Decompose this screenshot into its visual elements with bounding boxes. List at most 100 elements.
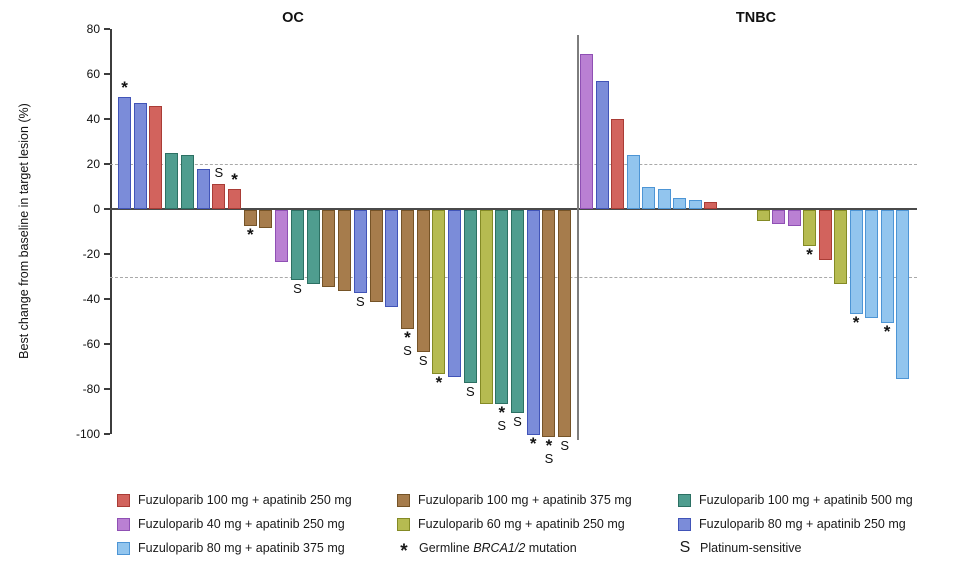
y-axis-tick-label: -100 <box>75 427 100 441</box>
platinum-sensitive-marker: S <box>544 451 554 467</box>
bar <box>673 197 686 209</box>
legend-item: Fuzuloparib 80 mg + apatinib 250 mg <box>678 517 913 531</box>
bar <box>338 210 352 291</box>
bar <box>896 210 909 379</box>
bar <box>542 210 556 438</box>
legend: Fuzuloparib 100 mg + apatinib 250 mg Fuzu… <box>117 488 913 562</box>
legend-item: Fuzuloparib 40 mg + apatinib 250 mg <box>117 517 397 531</box>
bar <box>400 210 414 330</box>
bar <box>688 200 702 209</box>
legend-item: Fuzuloparib 100 mg + apatinib 250 mg <box>117 493 397 507</box>
legend-item: Fuzuloparib 80 mg + apatinib 375 mg <box>117 541 397 555</box>
bar <box>595 80 609 209</box>
y-axis-tick-label: -20 <box>82 247 100 261</box>
y-axis-tick-label: 0 <box>93 202 100 216</box>
brca-mutation-asterisk: * <box>852 312 860 332</box>
bar <box>196 168 210 209</box>
brca-mutation-asterisk: * <box>529 434 537 453</box>
legend-item: Fuzuloparib 60 mg + apatinib 250 mg <box>397 517 678 531</box>
y-axis-tick <box>104 163 110 165</box>
legend-swatch-brown <box>397 493 410 507</box>
bar <box>243 210 257 226</box>
legend-label: Fuzuloparib 100 mg + apatinib 250 mg <box>138 493 352 507</box>
bar <box>657 188 671 209</box>
bar <box>642 186 655 209</box>
brca-mutation-asterisk: * <box>404 328 411 348</box>
bar <box>416 210 430 352</box>
y-axis-tick <box>104 208 110 210</box>
group-title-oc: OC <box>282 10 304 26</box>
bar <box>818 210 832 260</box>
bar <box>803 210 816 246</box>
y-axis-tick-label: 80 <box>86 22 100 36</box>
bar <box>228 188 242 209</box>
platinum-sensitive-symbol: S <box>679 539 691 556</box>
legend-item: Fuzuloparib 100 mg + apatinib 500 mg <box>678 493 913 507</box>
platinum-sensitive-marker: S <box>355 294 365 310</box>
y-axis-tick <box>104 388 110 390</box>
bar <box>353 210 367 294</box>
legend-swatch-teal <box>678 493 691 507</box>
bar <box>787 210 801 226</box>
bar <box>133 103 147 209</box>
platinum-sensitive-marker: S <box>214 165 224 181</box>
bar <box>212 184 226 209</box>
bar <box>611 119 624 209</box>
bar <box>772 210 785 224</box>
platinum-sensitive-marker: S <box>465 384 475 400</box>
legend-swatch-red <box>117 493 130 507</box>
brca-mutation-asterisk: * <box>498 402 506 422</box>
bar <box>259 210 273 228</box>
bar <box>463 210 477 384</box>
y-axis-tick-label: 20 <box>86 157 100 171</box>
bar <box>580 53 593 209</box>
bar <box>526 210 540 435</box>
bar <box>558 210 572 438</box>
platinum-sensitive-marker: S <box>497 417 507 433</box>
bar <box>290 210 304 280</box>
brca-mutation-asterisk: * <box>121 77 128 97</box>
legend-label: Fuzuloparib 100 mg + apatinib 375 mg <box>418 493 632 507</box>
legend-item: Fuzuloparib 100 mg + apatinib 375 mg <box>397 493 678 507</box>
bar <box>180 155 194 209</box>
bar <box>495 210 509 404</box>
bar <box>385 210 399 307</box>
bar <box>118 96 131 209</box>
y-axis-tick <box>104 343 110 345</box>
y-axis-tick <box>104 28 110 30</box>
bar <box>479 210 493 404</box>
y-axis-tick <box>104 433 110 435</box>
legend-swatch-blue <box>678 517 691 531</box>
bar <box>149 105 163 209</box>
brca-mutation-asterisk: * <box>883 321 891 341</box>
legend-label: Germline BRCA1/2 mutation <box>419 541 577 555</box>
zero-baseline <box>110 208 917 210</box>
bar <box>369 210 383 303</box>
bar <box>275 210 289 262</box>
y-axis-tick-label: -80 <box>82 382 100 396</box>
legend-label: Fuzuloparib 80 mg + apatinib 250 mg <box>699 517 906 531</box>
bar <box>880 210 894 323</box>
legend-swatch-olive <box>397 517 410 531</box>
legend-label: Fuzuloparib 40 mg + apatinib 250 mg <box>138 517 345 531</box>
legend-label: Fuzuloparib 60 mg + apatinib 250 mg <box>418 517 625 531</box>
legend-label: Platinum-sensitive <box>700 541 802 555</box>
brca-mutation-asterisk: * <box>435 373 443 393</box>
brca-mutation-asterisk: * <box>545 436 553 456</box>
bar <box>849 210 863 314</box>
platinum-sensitive-marker: S <box>513 413 522 429</box>
brca-mutation-asterisk: * <box>231 169 238 189</box>
platinum-sensitive-marker: S <box>560 438 569 454</box>
brca-mutation-asterisk: * <box>246 224 254 244</box>
y-axis-tick <box>104 298 110 300</box>
y-axis-tick <box>104 73 110 75</box>
asterisk-symbol: * <box>400 541 408 562</box>
legend-item: S Platinum-sensitive <box>678 539 913 557</box>
y-axis-tick-label: -40 <box>82 292 100 306</box>
reference-line <box>110 164 917 165</box>
bar <box>834 210 847 285</box>
platinum-sensitive-marker: S <box>418 352 428 368</box>
bar <box>432 210 446 375</box>
bar <box>626 155 640 209</box>
